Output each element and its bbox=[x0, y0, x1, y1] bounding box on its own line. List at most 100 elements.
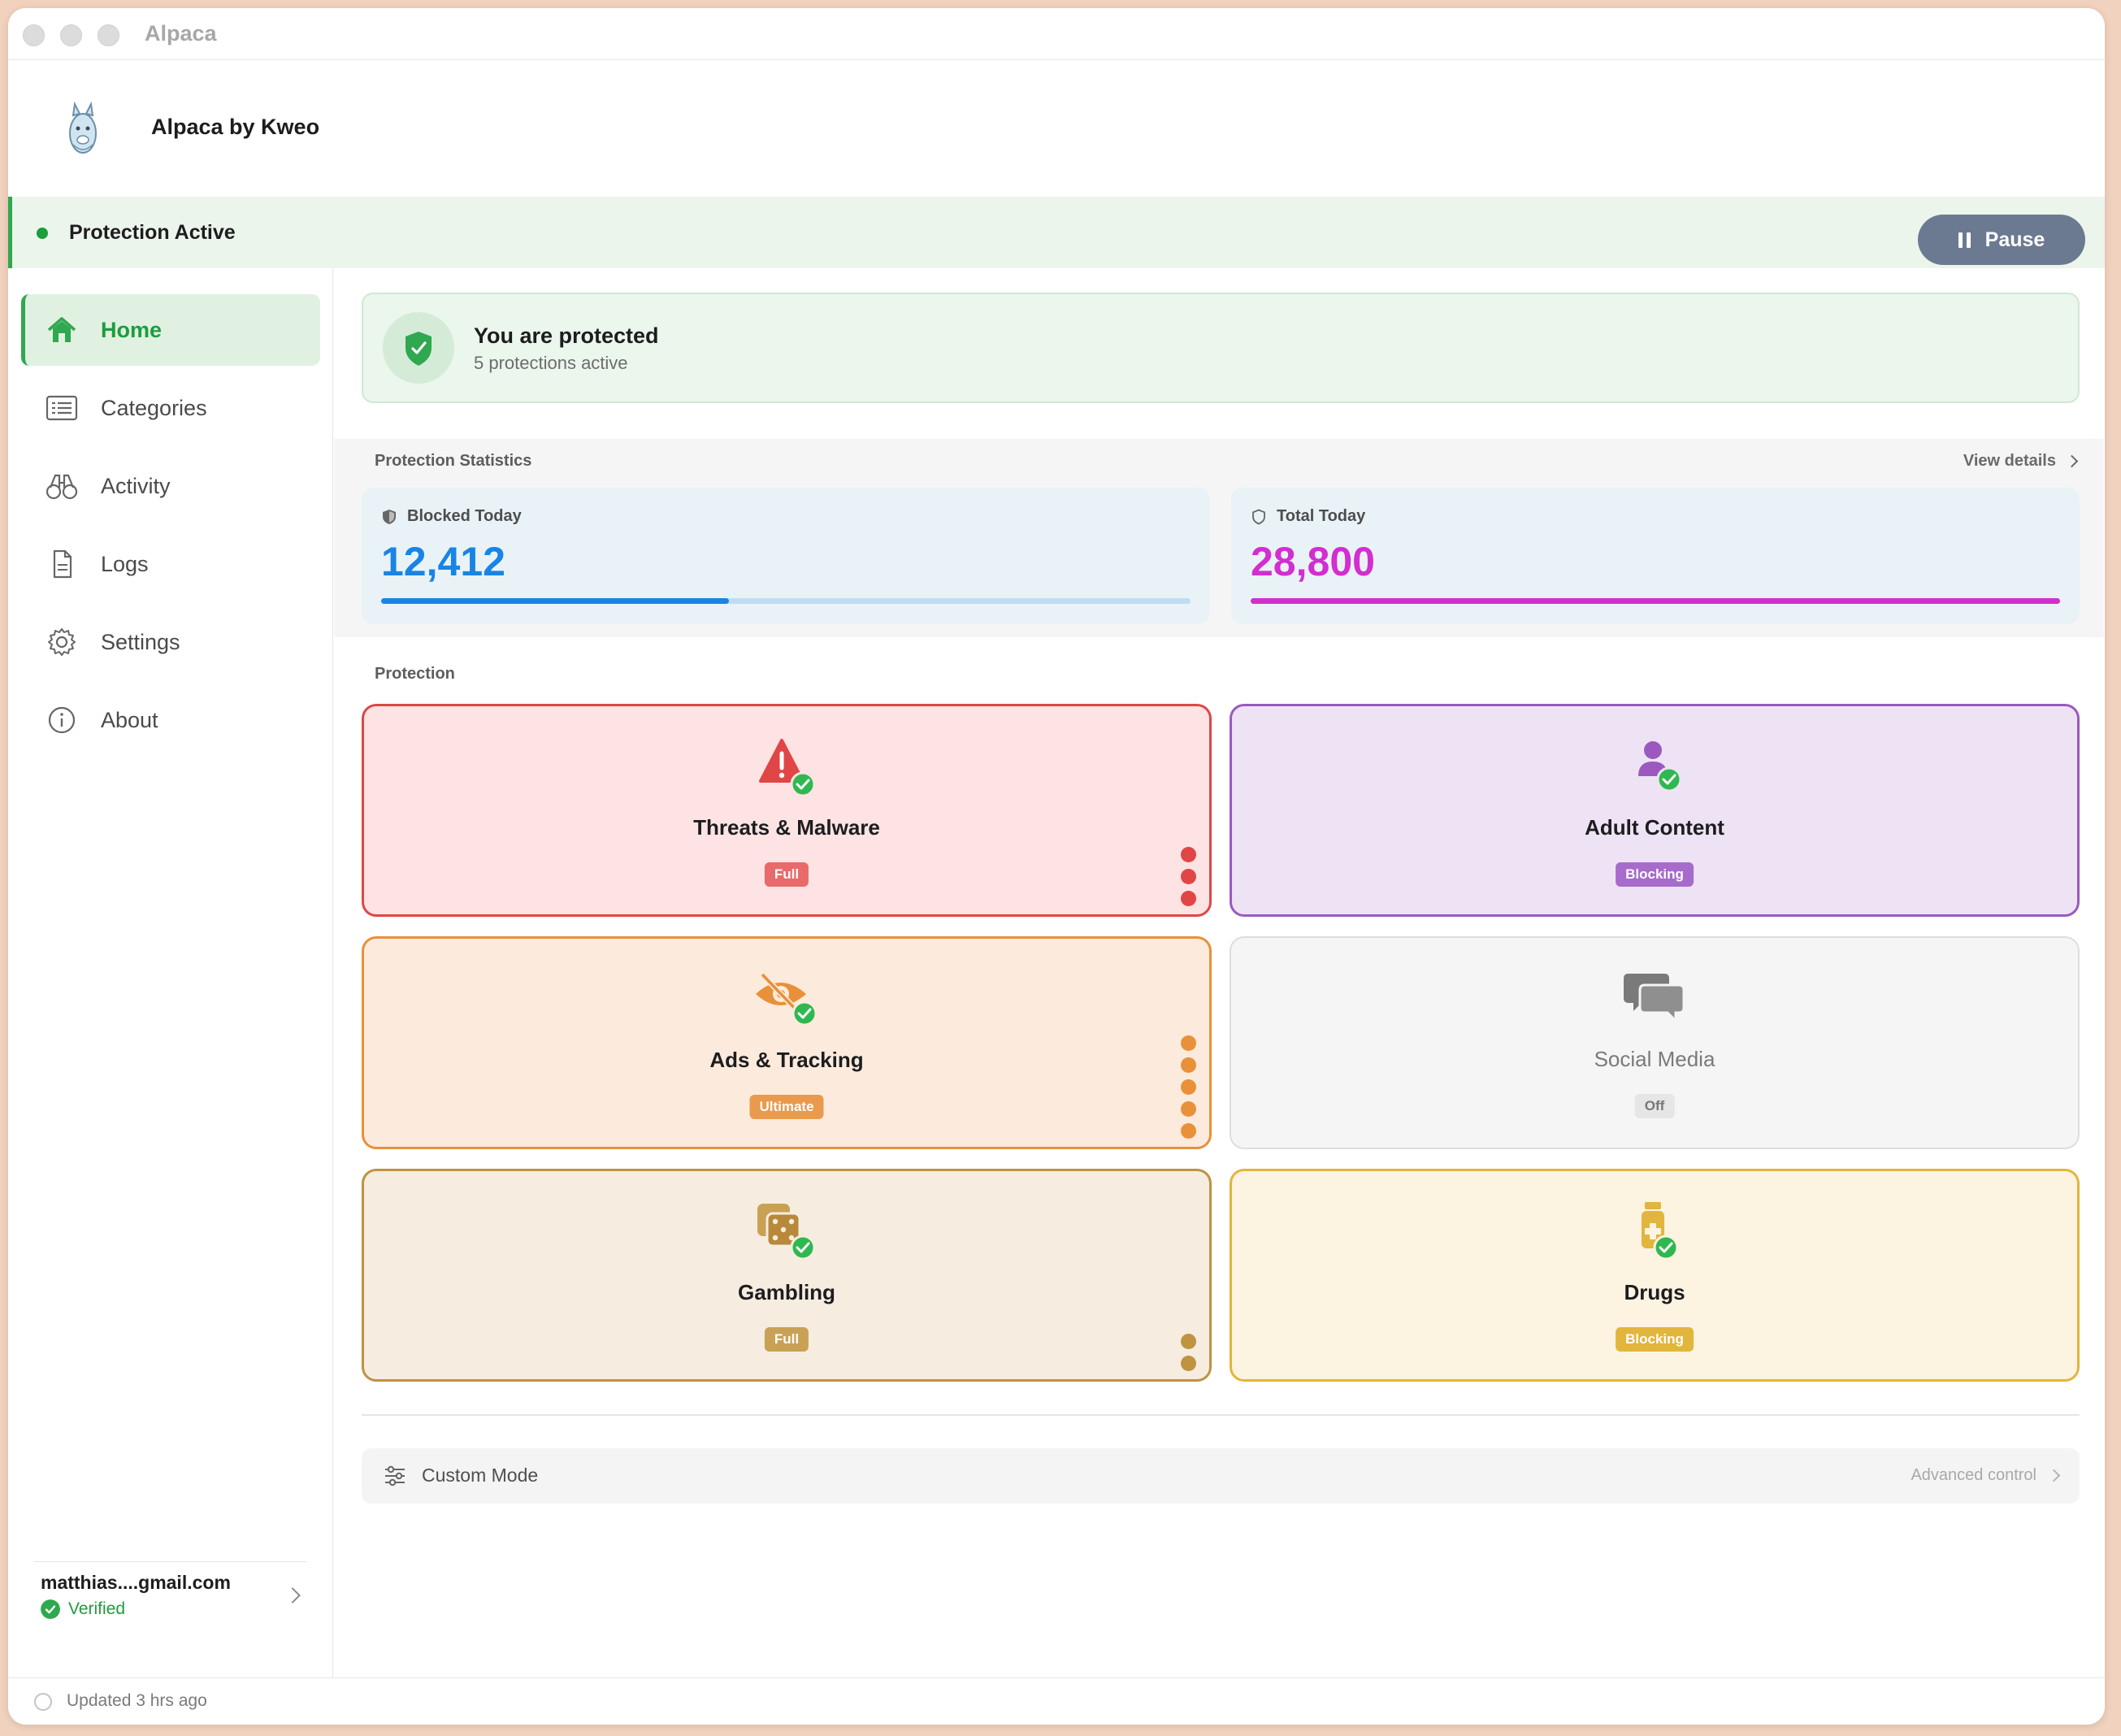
close-window-button[interactable] bbox=[23, 24, 45, 46]
level-dots bbox=[1181, 1035, 1196, 1139]
total-today-card: Total Today 28,800 bbox=[1231, 488, 2080, 624]
sidebar: Home Categories Activity bbox=[8, 268, 333, 1677]
pause-icon bbox=[1958, 232, 1971, 248]
blocked-today-label: Blocked Today bbox=[407, 507, 522, 525]
blocked-today-card: Blocked Today 12,412 bbox=[362, 488, 1210, 624]
advanced-control-label: Advanced control bbox=[1911, 1466, 2036, 1484]
view-details-link[interactable]: View details bbox=[1963, 452, 2079, 471]
tile-social-media[interactable]: Social Media Off bbox=[1230, 936, 2080, 1149]
title-bar: Alpaca bbox=[8, 8, 2105, 60]
shield-check-icon bbox=[383, 312, 454, 384]
custom-mode-row[interactable]: Custom Mode Advanced control bbox=[362, 1448, 2080, 1504]
level-dot bbox=[1181, 1035, 1196, 1051]
sidebar-item-label: Logs bbox=[101, 552, 149, 576]
chat-bubbles-icon bbox=[1624, 974, 1685, 1024]
verified-label: Verified bbox=[68, 1599, 126, 1618]
dice-icon bbox=[757, 1204, 816, 1261]
tile-ads-tracking[interactable]: Ads & Tracking Ultimate bbox=[362, 936, 1212, 1149]
level-dot bbox=[1181, 1057, 1196, 1073]
tile-level-badge: Blocking bbox=[1616, 1327, 1694, 1352]
eye-slash-icon bbox=[756, 972, 818, 1026]
level-dot bbox=[1181, 1101, 1196, 1117]
protection-status-text: Protection Active bbox=[69, 221, 236, 244]
tile-level-badge: Full bbox=[764, 862, 809, 887]
tile-title: Gambling bbox=[738, 1280, 835, 1304]
level-dot bbox=[1181, 1079, 1196, 1095]
sidebar-item-home[interactable]: Home bbox=[21, 294, 320, 366]
alpaca-logo-icon bbox=[69, 101, 97, 154]
level-dot bbox=[1181, 1334, 1196, 1349]
sidebar-item-label: Activity bbox=[101, 474, 171, 498]
pill-bottle-icon bbox=[1642, 1202, 1679, 1261]
tile-title: Social Media bbox=[1594, 1047, 1715, 1071]
account-row[interactable]: matthias....gmail.com Verified bbox=[41, 1572, 313, 1637]
level-dot bbox=[1181, 1356, 1196, 1371]
advanced-control-hint: Advanced control bbox=[1911, 1466, 2061, 1485]
tile-drugs[interactable]: Drugs Blocking bbox=[1230, 1169, 2080, 1382]
tile-title: Threats & Malware bbox=[693, 815, 880, 840]
tile-adult-content[interactable]: Adult Content Blocking bbox=[1230, 704, 2080, 917]
level-dots bbox=[1181, 1334, 1196, 1371]
total-today-label: Total Today bbox=[1277, 507, 1366, 525]
tile-gambling[interactable]: Gambling Full bbox=[362, 1169, 1212, 1382]
sidebar-item-settings[interactable]: Settings bbox=[21, 606, 320, 678]
pause-button-label: Pause bbox=[1984, 228, 2045, 251]
blocked-today-value: 12,412 bbox=[381, 539, 505, 584]
sidebar-item-label: About bbox=[101, 708, 158, 732]
info-icon bbox=[48, 706, 76, 734]
chevron-right-icon bbox=[2065, 454, 2079, 468]
level-dot bbox=[1181, 847, 1196, 862]
protection-summary-title: You are protected bbox=[474, 323, 659, 348]
tile-title: Adult Content bbox=[1585, 815, 1724, 840]
protection-statistics-panel: Protection Statistics View details Block… bbox=[334, 439, 2104, 637]
sidebar-item-logs[interactable]: Logs bbox=[21, 528, 320, 600]
shield-outline-icon bbox=[1252, 509, 1265, 525]
document-icon bbox=[53, 549, 72, 579]
window-title: Alpaca bbox=[145, 21, 217, 46]
status-indicator-dot bbox=[37, 228, 48, 239]
app-name: Alpaca by Kweo bbox=[151, 115, 320, 139]
tile-level-badge: Ultimate bbox=[749, 1095, 824, 1119]
level-dots bbox=[1181, 847, 1196, 906]
sidebar-item-label: Home bbox=[101, 318, 163, 342]
shield-icon bbox=[383, 510, 396, 524]
sliders-icon bbox=[385, 1465, 405, 1486]
content-divider bbox=[362, 1414, 2080, 1416]
view-details-label: View details bbox=[1963, 452, 2056, 470]
total-progress-track bbox=[1251, 598, 2060, 604]
protection-status-bar: Protection Active Pause bbox=[8, 197, 2105, 268]
last-updated-text: Updated 3 hrs ago bbox=[67, 1691, 207, 1710]
clock-icon bbox=[34, 1693, 52, 1711]
sidebar-item-categories[interactable]: Categories bbox=[21, 372, 320, 444]
check-circle-icon bbox=[41, 1599, 60, 1619]
level-dot bbox=[1181, 891, 1196, 906]
level-dot bbox=[1181, 1123, 1196, 1139]
zoom-window-button[interactable] bbox=[98, 24, 119, 46]
tile-title: Ads & Tracking bbox=[709, 1048, 864, 1072]
custom-mode-label: Custom Mode bbox=[422, 1465, 539, 1486]
sidebar-item-label: Settings bbox=[101, 630, 180, 654]
tile-threats-malware[interactable]: Threats & Malware Full bbox=[362, 704, 1212, 917]
warning-icon bbox=[759, 739, 816, 797]
verified-status: Verified bbox=[41, 1599, 125, 1619]
level-dot bbox=[1181, 869, 1196, 884]
total-today-value: 28,800 bbox=[1251, 539, 1375, 584]
tile-level-badge: Off bbox=[1634, 1094, 1675, 1118]
minimize-window-button[interactable] bbox=[60, 24, 82, 46]
sidebar-item-label: Categories bbox=[101, 396, 207, 420]
tile-level-badge: Full bbox=[764, 1327, 809, 1352]
app-window: Alpaca Alpaca by Kweo Protection Active … bbox=[8, 8, 2105, 1725]
sidebar-divider bbox=[34, 1560, 306, 1562]
main-content: You are protected 5 protections active P… bbox=[334, 268, 2105, 1677]
status-footer: Updated 3 hrs ago bbox=[8, 1677, 2105, 1725]
person-icon bbox=[1638, 741, 1682, 792]
blocked-progress-fill bbox=[381, 598, 730, 604]
sidebar-item-activity[interactable]: Activity bbox=[21, 450, 320, 522]
app-header: Alpaca by Kweo bbox=[8, 60, 2105, 197]
binoculars-icon bbox=[46, 474, 78, 500]
sidebar-item-about[interactable]: About bbox=[21, 684, 320, 756]
account-email: matthias....gmail.com bbox=[41, 1572, 231, 1593]
pause-button[interactable]: Pause bbox=[1918, 215, 2085, 265]
chevron-right-icon bbox=[284, 1587, 301, 1604]
gear-icon bbox=[48, 628, 76, 656]
